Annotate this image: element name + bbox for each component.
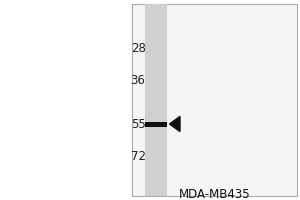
Text: 72: 72: [130, 150, 146, 162]
Bar: [132, 4, 297, 196]
Text: MDA-MB435: MDA-MB435: [179, 188, 250, 200]
Text: 55: 55: [131, 117, 146, 130]
Text: 28: 28: [130, 42, 146, 54]
Text: 36: 36: [130, 73, 146, 86]
Bar: [145, 121, 167, 127]
Polygon shape: [169, 116, 180, 132]
Bar: [145, 4, 167, 196]
